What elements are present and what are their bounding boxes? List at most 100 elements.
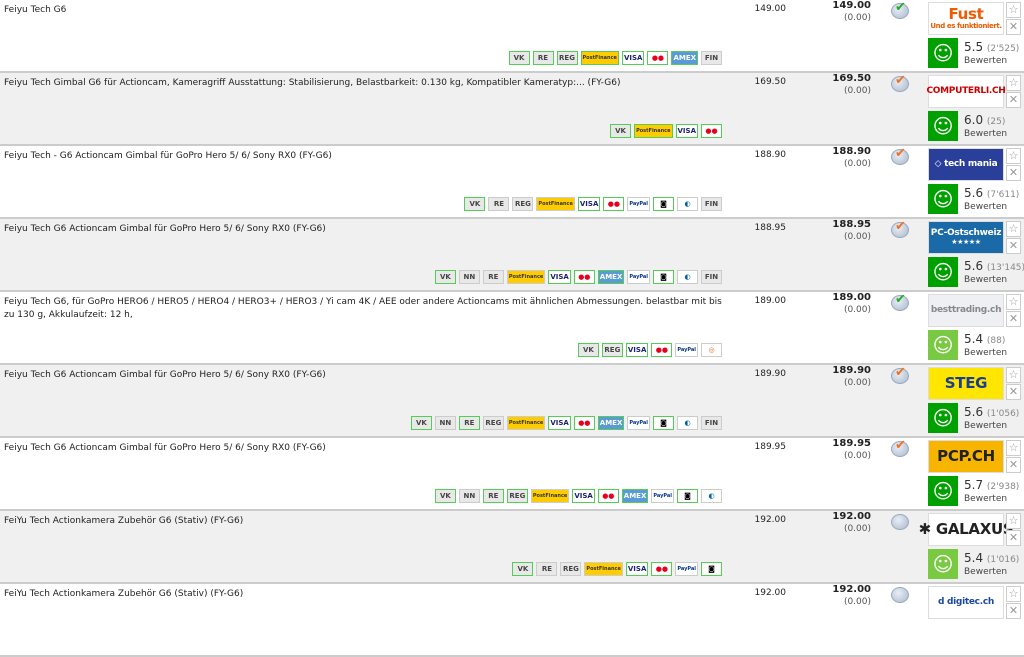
price-difference: (0.00) — [843, 451, 871, 461]
price-difference: (0.00) — [843, 524, 871, 534]
shop-logo[interactable]: ◇ tech mania — [928, 148, 1004, 181]
product-description-link[interactable]: FeiYu Tech Actionkamera Zubehör G6 (Stat… — [4, 589, 244, 599]
hide-shop-button[interactable]: ✕ — [1006, 603, 1021, 619]
total-price: 192.00 — [832, 584, 871, 595]
rate-shop-link[interactable]: Bewerten — [964, 348, 1008, 358]
hide-shop-button[interactable]: ✕ — [1006, 311, 1021, 327]
rating-count: (1'016) — [986, 555, 1020, 565]
payment-badge-vk: VK — [434, 270, 456, 284]
payment-badges: VK RE REG PostFinance VISA ●● PayPal ◙ — [512, 562, 722, 576]
favorite-star-button[interactable]: ☆ — [1006, 2, 1021, 18]
payment-badge-paypal: PayPal — [627, 416, 650, 430]
product-description-link[interactable]: Feiyu Tech G6, für GoPro HERO6 / HERO5 /… — [4, 297, 722, 320]
hide-shop-button[interactable]: ✕ — [1006, 92, 1021, 108]
price: 169.50 — [754, 77, 787, 87]
total-price: 189.95 — [832, 438, 871, 449]
payment-badge-re: RE — [482, 489, 504, 503]
favorite-star-button[interactable]: ☆ — [1006, 221, 1021, 237]
rate-shop-link[interactable]: Bewerten — [964, 56, 1008, 66]
shop-name: PCP.CH — [937, 447, 995, 466]
favorite-star-button[interactable]: ☆ — [1006, 148, 1021, 164]
shop-logo[interactable]: STEG — [928, 367, 1004, 400]
payment-badge-amex: AMEX — [597, 416, 625, 430]
rating-score: 6.0 — [964, 113, 984, 127]
rate-shop-link[interactable]: Bewerten — [964, 129, 1008, 139]
payment-badge-pf: PostFinance — [536, 197, 575, 211]
payment-badge-re: RE — [458, 416, 480, 430]
payment-badges: VK PostFinance VISA ●● — [610, 124, 722, 138]
rating-score: 5.4 — [964, 551, 984, 565]
payment-badge-mc: ●● — [651, 343, 673, 357]
payment-badge-pf: PostFinance — [634, 124, 673, 138]
rate-shop-link[interactable]: Bewerten — [964, 275, 1008, 285]
payment-badges: VK NN RE REG PostFinance VISA ●● AMEX PayPal ◙ ◐ — [434, 489, 722, 503]
favorite-star-button[interactable]: ☆ — [1006, 513, 1021, 529]
favorite-star-button[interactable]: ☆ — [1006, 586, 1021, 602]
product-description-link[interactable]: Feiyu Tech G6 Actioncam Gimbal für GoPro… — [4, 224, 326, 234]
hide-shop-button[interactable]: ✕ — [1006, 530, 1021, 546]
hide-shop-button[interactable]: ✕ — [1006, 238, 1021, 254]
shop-logo[interactable]: COMPUTERLI.CH — [926, 75, 1006, 108]
payment-badge-reg: REG — [506, 489, 528, 503]
payment-badge-fin: FIN — [701, 51, 722, 65]
favorite-star-button[interactable]: ☆ — [1006, 75, 1021, 91]
shop-logo[interactable]: PC-Ostschweiz ★★★★★ — [928, 221, 1004, 254]
payment-badge-pf: PostFinance — [580, 51, 619, 65]
favorite-star-button[interactable]: ☆ — [1006, 440, 1021, 456]
rating-count: (13'145) — [986, 263, 1024, 273]
hide-shop-button[interactable]: ✕ — [1006, 19, 1021, 35]
payment-badge-lyo: ◙ — [653, 270, 674, 284]
payment-badge-reg: REG — [556, 51, 578, 65]
rating-smiley-icon: ☺ — [928, 38, 958, 68]
payment-badge-pf: PostFinance — [506, 416, 546, 430]
payment-badge-pf: PostFinance — [530, 489, 570, 503]
payment-badge-lyo: ◙ — [653, 197, 674, 211]
shop-logo[interactable]: d digitec.ch — [928, 586, 1004, 619]
hide-shop-button[interactable]: ✕ — [1006, 165, 1021, 181]
availability-unknown-icon — [891, 587, 909, 603]
price-difference: (0.00) — [843, 159, 871, 169]
rating-score: 5.6 — [964, 405, 984, 419]
shop-logo[interactable]: ✱ GALAXUS — [919, 513, 1014, 546]
offer-row: Feiyu Tech G6, für GoPro HERO6 / HERO5 /… — [0, 292, 1024, 365]
product-description-link[interactable]: Feiyu Tech G6 Actioncam Gimbal für GoPro… — [4, 370, 326, 380]
hide-shop-button[interactable]: ✕ — [1006, 384, 1021, 400]
product-description-link[interactable]: Feiyu Tech Gimbal G6 für Actioncam, Kame… — [4, 78, 621, 88]
hide-shop-button[interactable]: ✕ — [1006, 457, 1021, 473]
offer-row: Feiyu Tech G6 Actioncam Gimbal für GoPro… — [0, 365, 1024, 438]
shop-name: d digitec.ch — [938, 596, 994, 607]
offer-row: Feiyu Tech G6 149.00 149.00 (0.00) ✔ Fust Und … — [0, 0, 1024, 73]
shop-logo[interactable]: besttrading.ch — [928, 294, 1004, 327]
payment-badge-visa: VISA — [625, 343, 649, 357]
payment-badge-vk: VK — [610, 124, 632, 138]
product-description-link[interactable]: Feiyu Tech G6 — [4, 5, 67, 15]
payment-badge-reg: REG — [560, 562, 582, 576]
product-description-link[interactable]: FeiYu Tech Actionkamera Zubehör G6 (Stat… — [4, 516, 244, 526]
payment-badge-reg: REG — [601, 343, 623, 357]
rate-shop-link[interactable]: Bewerten — [964, 494, 1008, 504]
availability-check-icon: ✔ — [891, 292, 909, 311]
shop-logo[interactable]: Fust Und es funktioniert. — [928, 2, 1004, 35]
favorite-star-button[interactable]: ☆ — [1006, 367, 1021, 383]
shop-rating: 6.0 (25) — [964, 113, 1005, 127]
rating-smiley-icon: ☺ — [928, 330, 958, 360]
price-difference: (0.00) — [843, 86, 871, 96]
product-description-link[interactable]: Feiyu Tech G6 Actioncam Gimbal für GoPro… — [4, 443, 326, 453]
payment-badge-amex: AMEX — [597, 270, 625, 284]
shop-name: STEG — [944, 374, 988, 393]
rate-shop-link[interactable]: Bewerten — [964, 567, 1008, 577]
payment-badge-vk: VK — [410, 416, 432, 430]
product-description-link[interactable]: Feiyu Tech - G6 Actioncam Gimbal für GoP… — [4, 151, 332, 161]
shop-logo[interactable]: PCP.CH — [928, 440, 1004, 473]
payment-badges: VK RE REG PostFinance VISA ●● AMEX FIN — [508, 51, 722, 65]
availability-unknown-icon — [891, 514, 909, 530]
total-price: 149.00 — [832, 0, 871, 11]
rate-shop-link[interactable]: Bewerten — [964, 202, 1008, 212]
shop-tagline: Und es funktioniert. — [930, 21, 1002, 30]
rate-shop-link[interactable]: Bewerten — [964, 421, 1008, 431]
payment-badge-fin: FIN — [701, 270, 722, 284]
payment-badge-din: ◐ — [677, 197, 698, 211]
payment-badge-lyo: ◙ — [677, 489, 698, 503]
payment-badge-nn: NN — [458, 489, 480, 503]
favorite-star-button[interactable]: ☆ — [1006, 294, 1021, 310]
